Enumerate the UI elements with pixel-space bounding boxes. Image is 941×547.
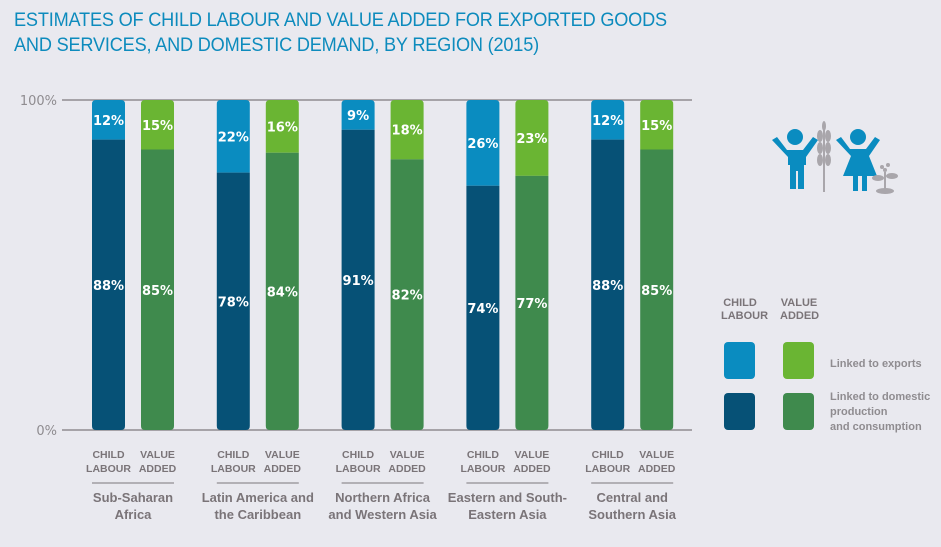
value-added-domestic-label: 85% [641, 284, 672, 299]
child-labour-domestic-bar [466, 185, 500, 430]
child-labour-domestic-label: 78% [218, 295, 249, 310]
value-added-exports-label: 16% [267, 120, 298, 135]
value-added-domestic-bar [515, 175, 549, 430]
value-added-exports-bar [390, 100, 424, 160]
legend-swatch-value-added-domestic [783, 393, 814, 430]
value-added-exports-label: 15% [142, 119, 173, 134]
value-added-exports-bar [640, 100, 674, 150]
child-labour-domestic-bar [341, 129, 375, 430]
value-added-axis-label: ADDED [264, 463, 302, 475]
chart-title: ESTIMATES OF CHILD LABOUR AND VALUE ADDE… [14, 8, 667, 58]
category-label: Northern Africa [335, 490, 431, 505]
value-added-axis-label: VALUE [140, 449, 175, 461]
y-tick-label: 100% [20, 94, 57, 109]
child-labour-domestic-bar [216, 172, 250, 430]
value-added-exports-label: 23% [516, 132, 547, 147]
value-added-domestic-bar [265, 152, 299, 431]
value-added-exports-bar [265, 100, 299, 153]
value-added-exports-bar [141, 100, 174, 150]
value-added-axis-label: ADDED [388, 463, 426, 475]
child-labour-axis-label: CHILD [342, 449, 374, 461]
child-labour-exports-label: 12% [93, 114, 124, 129]
value-added-exports-label: 15% [641, 119, 672, 134]
child-labour-exports-bar [466, 100, 500, 186]
child-labour-axis-label: CHILD [592, 449, 624, 461]
category-label: Central and [596, 490, 668, 505]
child-labour-axis-label: LABOUR [585, 463, 630, 475]
value-added-axis-label: VALUE [639, 449, 674, 461]
child-labour-exports-label: 22% [218, 130, 249, 145]
child-labour-domestic-label: 88% [93, 279, 124, 294]
legend-swatch-child-labour-exports [724, 342, 755, 379]
category-label: Eastern and South- [448, 490, 567, 505]
child-labour-exports-label: 12% [592, 114, 623, 129]
legend-swatch-value-added-exports [783, 342, 814, 379]
child-labour-axis-label: LABOUR [86, 463, 131, 475]
value-added-exports-label: 18% [392, 124, 423, 139]
category-label: Africa [115, 507, 153, 522]
child-labour-axis-label: LABOUR [460, 463, 505, 475]
child-labour-domestic-label: 91% [343, 274, 374, 289]
value-added-axis-label: ADDED [139, 463, 177, 475]
child-labour-domestic-bar [591, 139, 625, 430]
category-label: Latin America and [202, 490, 314, 505]
value-added-domestic-label: 77% [516, 297, 547, 312]
child-labour-axis-label: LABOUR [336, 463, 381, 475]
value-added-domestic-bar [390, 159, 424, 430]
category-label: Sub-Saharan [93, 490, 173, 505]
value-added-domestic-label: 82% [392, 289, 423, 304]
child-labour-axis-label: CHILD [467, 449, 499, 461]
title-line-1: ESTIMATES OF CHILD LABOUR AND VALUE ADDE… [14, 9, 667, 31]
category-label: Eastern Asia [468, 507, 547, 522]
child-labour-exports-bar [216, 100, 250, 173]
child-labour-axis-label: CHILD [92, 449, 124, 461]
child-labour-axis-label: CHILD [217, 449, 249, 461]
child-labour-exports-bar [341, 100, 375, 130]
child-labour-exports-bar [92, 100, 125, 140]
category-label: and Western Asia [328, 507, 437, 522]
value-added-axis-label: ADDED [638, 463, 676, 475]
value-added-axis-label: ADDED [513, 463, 551, 475]
child-labour-exports-bar [591, 100, 625, 140]
child-labour-axis-label: LABOUR [211, 463, 256, 475]
category-label: Southern Asia [588, 507, 676, 522]
value-added-axis-label: VALUE [514, 449, 549, 461]
category-label: the Caribbean [214, 507, 301, 522]
legend-header-child-labour: CHILD LABOUR [721, 297, 769, 322]
child-labour-domestic-label: 88% [592, 279, 623, 294]
legend-header-value-added: VALUE ADDED [780, 297, 820, 322]
child-labour-exports-label: 26% [467, 137, 498, 152]
child-labour-domestic-label: 74% [467, 302, 498, 317]
legend-swatch-child-labour-domestic [724, 393, 755, 430]
y-tick-label: 0% [36, 424, 57, 439]
value-added-axis-label: VALUE [390, 449, 425, 461]
child-labour-exports-label: 9% [347, 109, 369, 124]
value-added-domestic-bar [640, 149, 674, 430]
legend-label-domestic: Linked to domestic production and consum… [830, 391, 931, 433]
value-added-axis-label: VALUE [265, 449, 300, 461]
legend-label-exports: Linked to exports [830, 358, 922, 370]
value-added-domestic-label: 84% [267, 285, 298, 300]
value-added-domestic-bar [141, 149, 174, 430]
value-added-domestic-label: 85% [142, 284, 173, 299]
value-added-exports-bar [515, 100, 549, 176]
title-line-2: AND SERVICES, AND DOMESTIC DEMAND, BY RE… [14, 34, 539, 56]
child-labour-domestic-bar [92, 139, 125, 430]
